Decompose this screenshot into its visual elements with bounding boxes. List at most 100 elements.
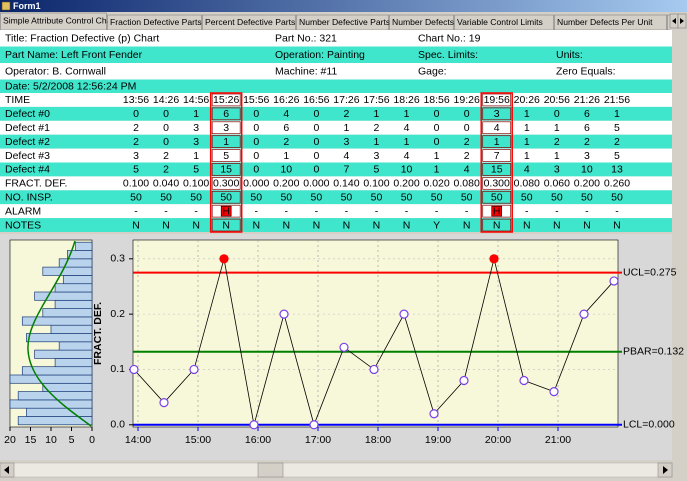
histogram-bar [9,374,93,384]
table-cell: 0.260 [604,178,630,190]
table-cell: 2 [464,136,470,148]
tab-label: Variable Control Limits [457,17,543,27]
table-cell: 5 [374,164,380,176]
table-cell: 0 [313,108,319,120]
table-cell: 1 [524,108,530,120]
row-label: FRACT. DEF. [5,178,67,190]
x-tick-label: 20 [4,434,16,446]
highlight-cell [211,93,241,107]
x-tick-label: 10 [45,434,57,446]
table-cell: 21:56 [604,94,630,106]
alarm-cell [491,205,503,217]
table-cell: 5 [193,164,199,176]
table-cell: 0 [434,122,440,134]
table-cell: 50 [190,192,202,204]
table-cell: 0.300 [484,178,510,190]
data-point [429,409,439,419]
table-cell: 6 [283,122,289,134]
table-cell: 13 [611,164,623,176]
table-cell: N [583,219,591,231]
table-cell: - [285,205,289,217]
tab-label: Number Defects Per Unit [557,17,653,27]
table-cell: 0 [434,108,440,120]
table-cell: 18:56 [423,94,449,106]
highlight-cell [482,190,512,204]
histogram-bar [54,299,93,309]
table-cell: 1 [374,108,380,120]
data-point [129,364,139,375]
histogram-bar [42,266,93,276]
table-cell: 5 [133,164,139,176]
table-cell: - [525,205,529,217]
table-cell: 50 [551,192,563,204]
histogram-bar [34,291,93,301]
table-row [0,190,672,205]
header-field: Part No.: 321 [275,33,337,45]
table-row [0,162,672,177]
data-point [339,342,349,352]
table-row [0,148,672,163]
table-cell: 0 [253,136,259,148]
table-cell: 2 [133,136,139,148]
table-cell: 2 [584,136,590,148]
data-point [579,309,589,319]
arrow-icon [4,466,9,474]
table-cell: 50 [341,192,353,204]
data-point [249,420,259,430]
window-title: Form1 [13,1,41,11]
control-limit-label: UCL=0.275 [623,266,677,278]
table-cell: - [375,205,379,217]
table-cell: 50 [491,192,503,204]
highlight-cell [211,107,241,121]
histogram-bar [26,407,93,417]
x-tick-label: 21:00 [545,434,571,446]
histogram-bar [50,324,93,334]
table-cell: 15:26 [213,94,239,106]
table-cell: 0.300 [213,178,239,190]
table-cell: 50 [431,192,443,204]
table-cell: 0.200 [393,178,419,190]
x-tick-label: 18:00 [365,434,391,446]
table-cell: 50 [250,192,262,204]
table-cell: 1 [283,150,289,162]
histogram-bar [9,399,93,409]
alarm-cell [220,205,232,217]
highlight-cell [211,204,241,218]
row-label: NOTES [5,219,41,231]
histogram-bar [75,241,93,251]
table-cell: 1 [343,122,349,134]
tab[interactable] [667,14,687,31]
table-cell: 3 [584,150,590,162]
table-cell: N [252,219,260,231]
histogram-bar [58,258,93,268]
table-cell: 3 [554,164,560,176]
header-field: Operator: B. Cornwall [5,66,106,78]
table-cell: 10 [401,164,413,176]
table-cell: 0 [163,108,169,120]
table-cell: 50 [401,192,413,204]
data-point [609,276,619,286]
highlight-column [480,92,513,233]
table-cell: 50 [130,192,142,204]
data-point [369,364,379,375]
table-cell: 1 [434,150,440,162]
table-cell: 50 [611,192,623,204]
histogram-bar [42,382,93,392]
x-tick-label: 15 [25,434,37,446]
table-cell: 1 [524,150,530,162]
table-cell: 50 [220,192,232,204]
header-field: Title: Fraction Defective (p) Chart [5,33,159,45]
data-point [399,309,409,319]
table-cell: 10 [280,164,292,176]
table-cell: - [194,205,198,217]
data-point [489,254,499,264]
table-cell: 7 [343,164,349,176]
scroll-thumb[interactable] [257,462,284,478]
table-cell: N [613,219,621,231]
table-cell: 1 [404,108,410,120]
table-row [0,204,672,219]
horizontal-scrollbar[interactable] [0,462,673,478]
table-cell: N [523,219,531,231]
